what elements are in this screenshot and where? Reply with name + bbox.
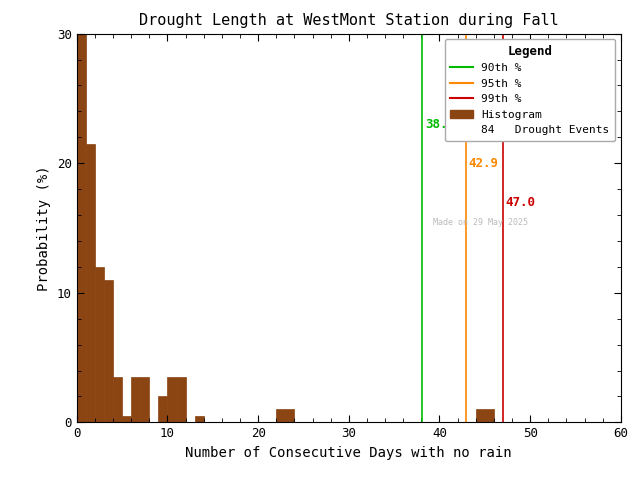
Bar (140, 377, 149, 422)
Legend: 90th %, 95th %, 99th %, Histogram, 84   Drought Events: 90th %, 95th %, 99th %, Histogram, 84 Dr… (445, 39, 615, 141)
Bar (476, 409, 485, 422)
Bar (285, 409, 294, 422)
Bar (276, 409, 285, 422)
Bar (104, 280, 113, 422)
Text: Made on 29 May 2025: Made on 29 May 2025 (433, 218, 528, 227)
Bar (86, 144, 95, 422)
Bar (485, 409, 494, 422)
Title: Drought Length at WestMont Station during Fall: Drought Length at WestMont Station durin… (139, 13, 559, 28)
Bar (131, 377, 140, 422)
Text: 47.0: 47.0 (506, 196, 536, 209)
X-axis label: Number of Consecutive Days with no rain: Number of Consecutive Days with no rain (186, 446, 512, 460)
Y-axis label: Probability (%): Probability (%) (37, 165, 51, 291)
Bar (177, 377, 186, 422)
Text: 38.1: 38.1 (425, 118, 455, 131)
Bar (95, 267, 104, 422)
Bar (113, 377, 122, 422)
Bar (122, 416, 131, 422)
Bar (168, 377, 177, 422)
Bar (77, 34, 86, 422)
Bar (195, 416, 204, 422)
Text: 42.9: 42.9 (468, 156, 499, 170)
Bar (158, 396, 168, 422)
